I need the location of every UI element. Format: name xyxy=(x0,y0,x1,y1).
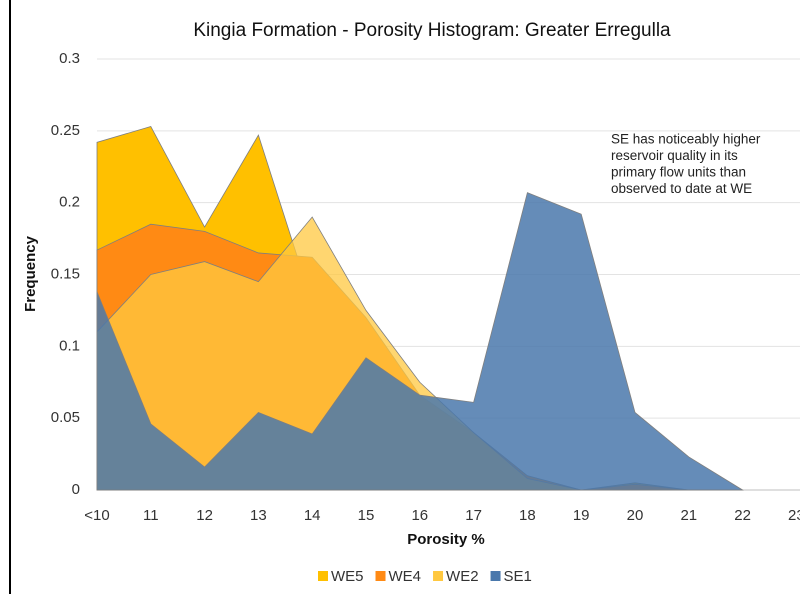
legend-label: WE5 xyxy=(331,568,364,585)
annotation: SE has noticeably higher xyxy=(611,132,761,147)
x-tick-label: 22 xyxy=(734,507,751,524)
legend-label: WE4 xyxy=(389,568,422,585)
x-tick-label: 16 xyxy=(411,507,428,524)
legend-label: WE2 xyxy=(446,568,479,585)
x-tick-label: 17 xyxy=(465,507,482,524)
x-tick-label: <10 xyxy=(84,507,109,524)
area xyxy=(96,192,745,491)
y-tick-label: 0 xyxy=(72,481,80,498)
legend-swatch xyxy=(318,571,328,581)
y-tick-label: 0.2 xyxy=(59,194,80,211)
legend-label: SE1 xyxy=(504,568,532,585)
x-tick-label: 15 xyxy=(358,507,375,524)
annotation: observed to date at WE xyxy=(611,181,752,196)
x-tick-label: 18 xyxy=(519,507,536,524)
y-tick-label: 0.15 xyxy=(51,265,80,282)
chart-title: Kingia Formation - Porosity Histogram: G… xyxy=(193,20,671,41)
legend-swatch xyxy=(490,571,501,581)
x-tick-label: 13 xyxy=(250,507,267,524)
x-tick-label: 19 xyxy=(573,507,590,524)
x-tick-label: 11 xyxy=(143,507,159,524)
x-tick-label: 12 xyxy=(196,507,213,524)
y-tick-label: 0.05 xyxy=(51,409,80,426)
x-tick-label: 14 xyxy=(304,507,321,524)
x-tick-label: 21 xyxy=(680,507,697,524)
x-tick-label: 23 xyxy=(788,507,800,524)
annotation: reservoir quality in its xyxy=(611,148,738,163)
legend-swatch xyxy=(375,571,386,581)
y-tick-label: 0.25 xyxy=(51,122,80,139)
x-tick-label: 20 xyxy=(627,507,644,524)
legend-swatch xyxy=(433,571,444,581)
y-tick-label: 0.3 xyxy=(59,50,80,67)
x-axis-title: Porosity % xyxy=(407,531,485,548)
y-axis-title: Frequency xyxy=(22,235,39,312)
annotation: primary flow units than xyxy=(611,165,746,180)
y-tick-label: 0.1 xyxy=(59,337,80,354)
